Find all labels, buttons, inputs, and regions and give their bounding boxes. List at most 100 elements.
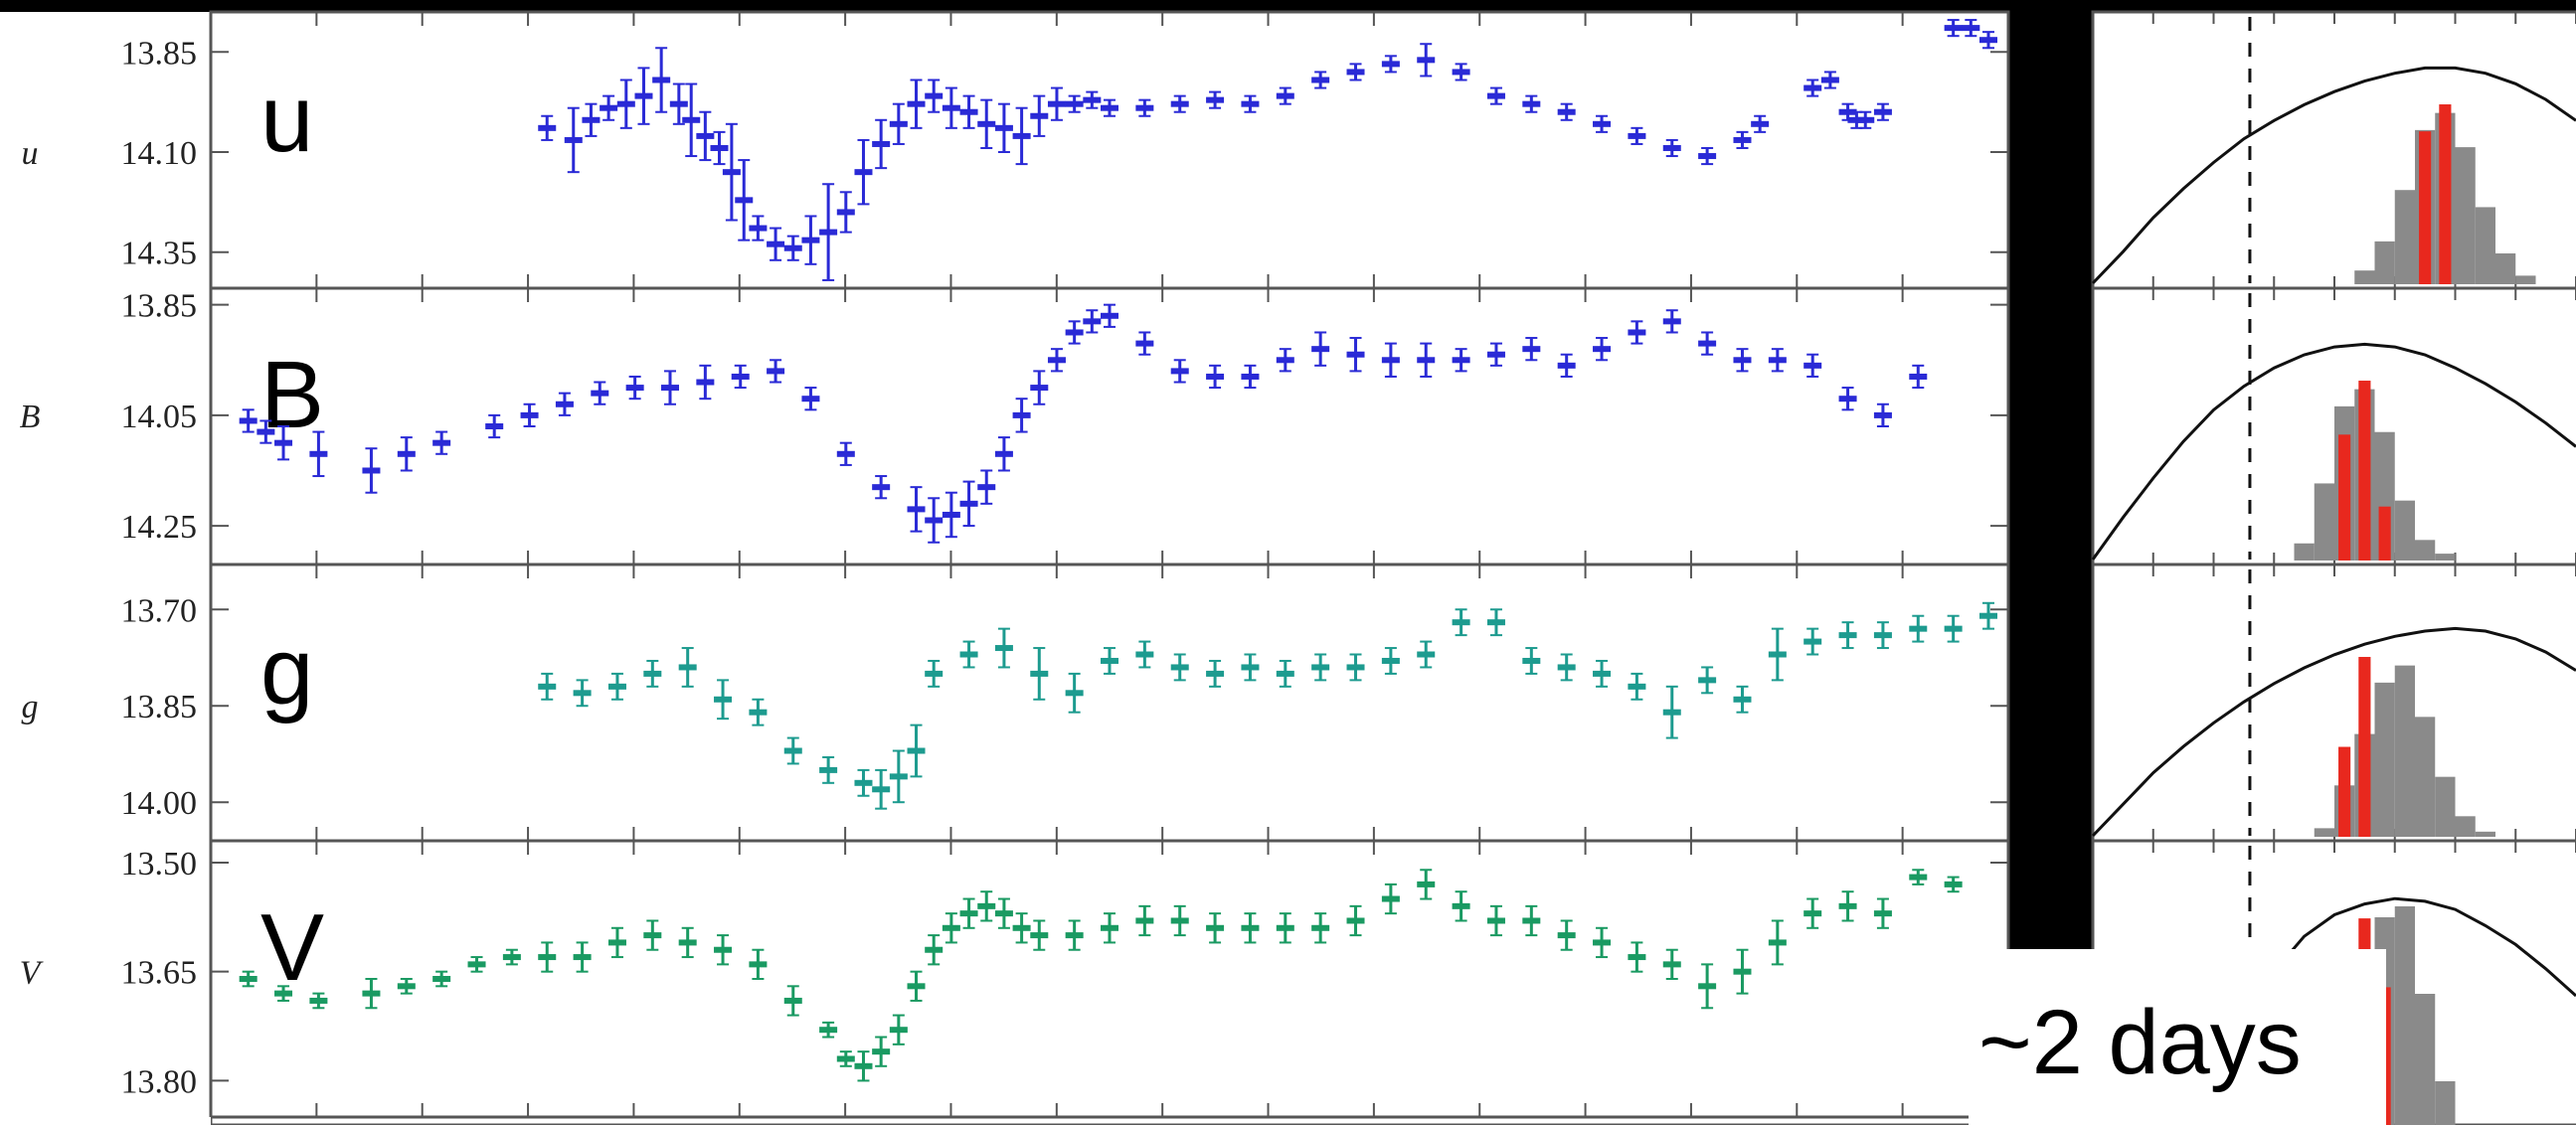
data-point bbox=[994, 910, 1013, 917]
data-point bbox=[1012, 924, 1031, 931]
model-curve bbox=[2242, 896, 2576, 1041]
data-point bbox=[1557, 108, 1576, 115]
axis-gutter bbox=[0, 564, 211, 841]
gray-bin bbox=[2294, 543, 2315, 561]
data-point bbox=[1944, 625, 1963, 632]
data-point bbox=[502, 954, 521, 961]
y-axis-letter: u bbox=[22, 135, 39, 172]
data-point bbox=[573, 954, 592, 961]
gray-bin bbox=[2394, 190, 2415, 284]
data-point bbox=[925, 92, 944, 99]
data-point bbox=[467, 961, 486, 968]
plot-frame bbox=[209, 562, 2010, 843]
data-point bbox=[977, 484, 996, 491]
data-point bbox=[678, 664, 697, 671]
axis-gutter bbox=[0, 288, 211, 564]
data-point bbox=[485, 423, 504, 429]
data-point bbox=[1698, 340, 1717, 347]
data-point bbox=[1417, 357, 1436, 364]
panel-g: 13.70 13.85 14.00 g g bbox=[0, 562, 2010, 843]
data-point bbox=[239, 976, 258, 982]
data-point bbox=[1593, 939, 1612, 946]
data-point bbox=[1417, 651, 1436, 658]
data-point bbox=[1381, 357, 1400, 364]
data-point bbox=[1486, 917, 1505, 924]
data-point bbox=[1101, 104, 1118, 111]
data-point bbox=[1838, 108, 1857, 115]
data-point bbox=[1733, 357, 1752, 364]
gray-bin bbox=[2394, 906, 2415, 1125]
model-curve bbox=[2091, 626, 2576, 838]
data-point bbox=[1856, 116, 1875, 123]
data-point bbox=[1241, 664, 1260, 671]
data-point bbox=[1346, 351, 1365, 358]
histogram-panel bbox=[2091, 286, 2576, 566]
data-point bbox=[1820, 77, 1839, 83]
gray-bin bbox=[2415, 994, 2436, 1125]
data-point bbox=[767, 368, 785, 375]
data-point bbox=[854, 169, 873, 176]
data-point bbox=[907, 747, 926, 754]
data-point bbox=[1135, 340, 1154, 347]
data-point bbox=[872, 140, 891, 147]
data-point bbox=[1662, 709, 1681, 716]
band-label: g bbox=[260, 618, 313, 724]
data-point bbox=[1083, 96, 1102, 103]
data-point bbox=[1452, 357, 1470, 364]
data-point bbox=[1276, 357, 1294, 364]
data-point bbox=[1557, 664, 1576, 671]
data-point bbox=[959, 651, 978, 658]
data-point bbox=[1733, 696, 1752, 703]
data-point bbox=[1979, 37, 1997, 44]
data-point bbox=[801, 396, 820, 402]
data-point bbox=[1206, 924, 1225, 931]
bottom-strip bbox=[209, 1115, 2010, 1125]
data-point bbox=[1873, 910, 1892, 917]
data-point bbox=[1557, 932, 1576, 939]
data-point bbox=[661, 385, 679, 392]
data-point bbox=[1698, 153, 1717, 160]
red-bin bbox=[2358, 381, 2371, 561]
data-point bbox=[1662, 961, 1681, 968]
data-point bbox=[1873, 108, 1892, 115]
data-point bbox=[432, 439, 451, 446]
data-point bbox=[1628, 132, 1646, 139]
data-point bbox=[1206, 670, 1225, 677]
data-point bbox=[1873, 411, 1892, 418]
data-point bbox=[959, 108, 978, 115]
histogram-panel bbox=[2091, 10, 2576, 290]
data-point bbox=[854, 1062, 873, 1069]
data-point bbox=[555, 401, 574, 407]
data-point bbox=[1628, 954, 1646, 961]
data-point bbox=[1170, 917, 1189, 924]
data-point bbox=[977, 120, 996, 127]
data-point bbox=[239, 417, 258, 424]
data-point bbox=[749, 961, 768, 968]
y-tick-label: 13.85 bbox=[121, 689, 198, 725]
red-bin bbox=[2338, 746, 2351, 837]
gray-bin bbox=[2435, 1081, 2456, 1125]
data-point bbox=[538, 683, 557, 690]
gray-bin bbox=[2394, 500, 2415, 561]
data-point bbox=[836, 209, 855, 216]
axis-gutter bbox=[0, 1117, 211, 1125]
data-point bbox=[925, 946, 944, 953]
data-point bbox=[872, 484, 891, 491]
data-point bbox=[977, 902, 996, 909]
data-point bbox=[520, 411, 539, 418]
data-point bbox=[1241, 100, 1260, 107]
data-point bbox=[1909, 874, 1928, 881]
data-point bbox=[257, 428, 275, 435]
data-point bbox=[942, 511, 960, 518]
data-point bbox=[1838, 902, 1857, 909]
data-point bbox=[362, 467, 381, 474]
data-point bbox=[652, 77, 671, 83]
data-point bbox=[1012, 132, 1031, 139]
data-point bbox=[634, 92, 653, 99]
days-annotation-box bbox=[1969, 949, 2386, 1125]
data-point bbox=[735, 197, 754, 204]
data-point bbox=[538, 954, 557, 961]
data-point bbox=[607, 683, 626, 690]
